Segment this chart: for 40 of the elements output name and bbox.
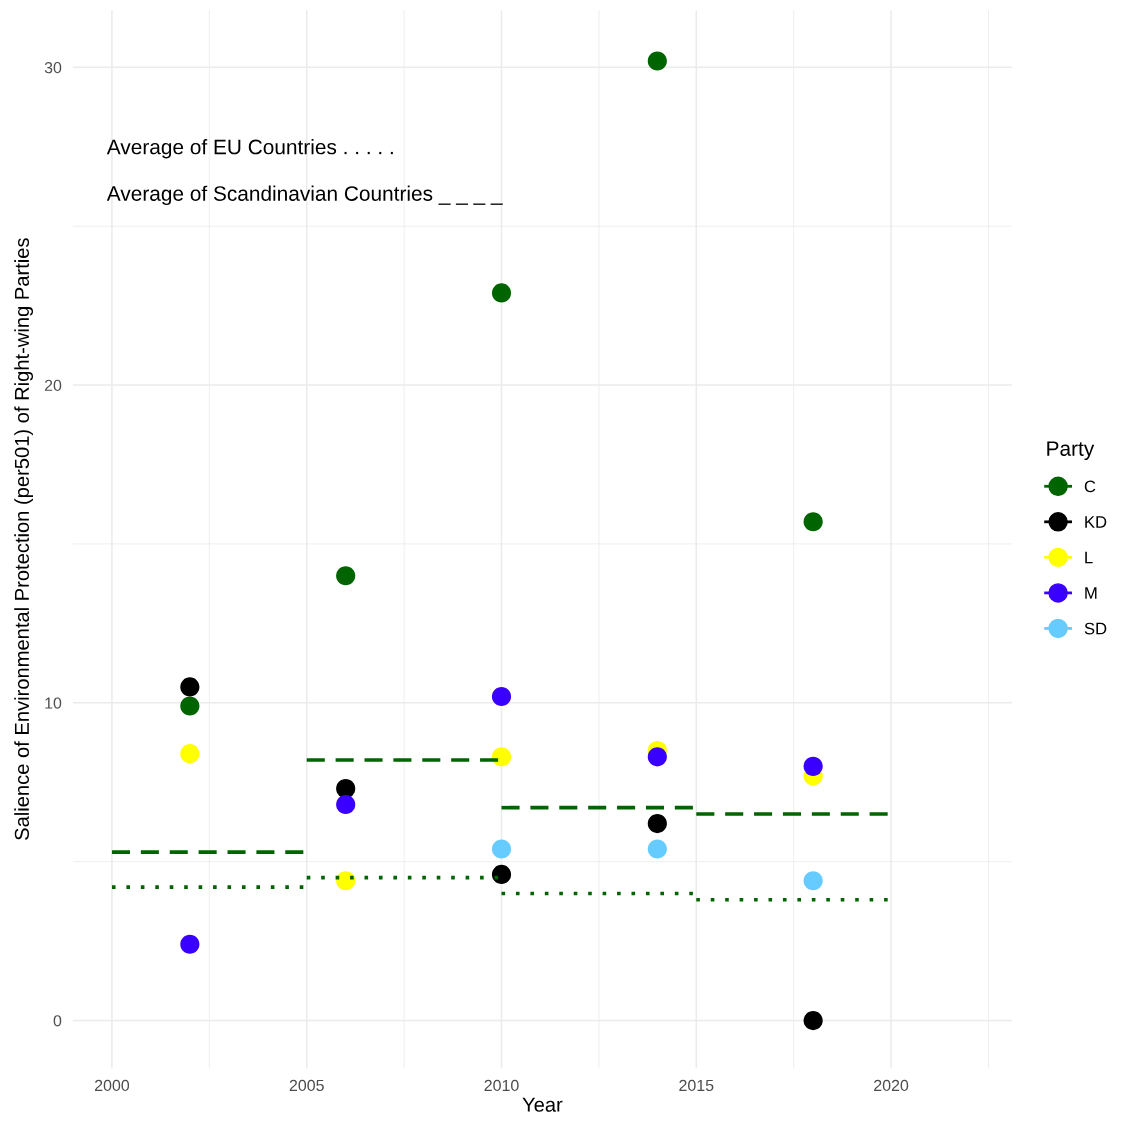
point (803, 512, 823, 532)
point (491, 747, 512, 767)
legend-title: Party (1047, 441, 1095, 461)
x-axis-title: Year (522, 1097, 563, 1112)
x-tick-label: 2015 (679, 1079, 714, 1092)
y-tick-label: 20 (44, 379, 62, 392)
point (647, 839, 667, 859)
point (336, 794, 356, 815)
point (803, 1010, 823, 1031)
annotation: Average of EU Countries . . . . . (106, 139, 393, 159)
legend-label: M (1085, 587, 1097, 599)
point (336, 566, 356, 586)
annotation: Average of Scandinavian Countries _ _ _ _ (106, 185, 503, 206)
point (647, 813, 667, 834)
point (491, 283, 512, 303)
point (180, 934, 200, 954)
point (336, 871, 356, 891)
point (491, 864, 512, 884)
point (180, 696, 200, 716)
point (491, 839, 512, 859)
legend-label: C (1084, 480, 1096, 493)
y-tick-label: 30 (44, 61, 62, 74)
point (491, 686, 512, 707)
legend-label: KD (1085, 516, 1107, 528)
legend-label: SD (1084, 622, 1107, 635)
x-tick-label: 2010 (484, 1079, 519, 1092)
x-tick-label: 2005 (289, 1079, 324, 1092)
point (180, 677, 200, 697)
point (180, 744, 200, 764)
y-axis-title: Salience of Environmental Protection (per501) of Right-wing Parties (14, 238, 34, 840)
x-tick-label: 2000 (94, 1079, 130, 1092)
point (803, 756, 823, 776)
point (803, 871, 823, 891)
point (336, 779, 356, 799)
y-tick-label: 10 (45, 697, 62, 709)
point (647, 747, 667, 767)
point (647, 51, 667, 71)
x-tick-label: 2020 (874, 1079, 909, 1092)
legend-label: L (1085, 551, 1093, 564)
y-tick-label: 0 (53, 1015, 62, 1027)
